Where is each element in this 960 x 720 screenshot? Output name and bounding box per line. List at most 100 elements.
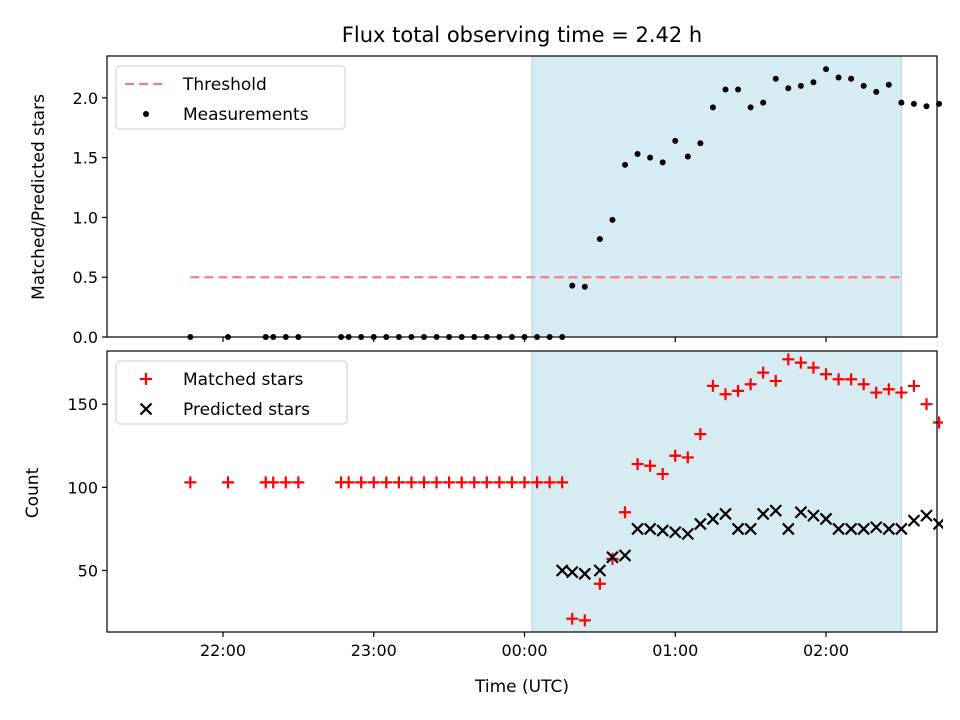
measurements-point [747,104,754,111]
matched-stars-point [820,368,832,381]
matched-stars-point [681,451,694,464]
matched-stars-point [946,445,958,457]
predicted-stars-point [555,564,569,577]
matched-stars-point [606,552,619,565]
measurements-point [835,74,842,81]
bottom-y-tick-label: 150 [67,395,98,414]
predicted-stars-point [731,522,745,536]
measurements-point [898,99,905,106]
predicted-stars-point [618,549,632,562]
top-shaded-region [531,55,902,338]
top-y-tick-label: 1.5 [73,149,98,168]
measurements-point [772,75,779,82]
top-axes-frame [106,55,938,338]
predicted-stars-point [668,525,682,539]
bottom-y-axis-label: Count [23,467,43,518]
matched-stars-point [578,614,591,627]
predicted-stars-point [932,517,943,531]
matched-stars-point [782,353,795,366]
measurements-point [910,100,917,107]
matched-stars-point [222,476,235,489]
matched-stars-point [279,476,292,489]
predicted-stars-legend-label: Predicted stars [183,400,310,420]
measurements-point [659,159,666,166]
measurements-point [697,140,704,147]
matched-stars-point [380,476,393,489]
matched-stars-point [267,476,280,489]
measurements-point [684,153,691,160]
bottom-panel: 50 100 150 22:00 23:00 00:00 01:00 02:00 Matched… [67,350,958,660]
matched-stars-point [468,476,481,489]
matched-stars-point [619,506,631,519]
matched-stars-legend-marker [140,373,152,385]
matched-stars-point [631,458,644,471]
bottom-axes-frame [106,350,938,633]
matched-stars-point [870,386,883,399]
measurements-point [949,102,955,108]
matched-stars-point [543,476,556,489]
predicted-stars-point [565,565,579,579]
matched-stars-point [184,476,197,489]
predicted-stars-point [782,522,795,536]
matched-stars-point [694,428,707,441]
top-legend-box [115,65,346,130]
threshold-legend-label: Threshold [182,75,267,95]
predicted-stars-point [681,527,695,541]
matched-stars-point [392,476,405,489]
matched-stars-point [706,379,719,392]
matched-stars-point [757,366,770,379]
matched-stars-point [355,476,368,489]
predicted-stars-point [578,567,592,581]
matched-stars-point [744,378,757,391]
predicted-stars-point [844,522,858,536]
measurements-point [885,81,892,88]
measurements-point [609,216,616,223]
matched-stars-point [418,476,430,489]
predicted-stars-point [656,524,669,537]
matched-stars-point [480,476,493,489]
measurements-point [672,137,679,144]
matched-stars-point [593,577,606,590]
predicted-stars-point [719,507,732,521]
predicted-stars-legend-marker [139,402,153,416]
top-y-tick-label: 1.0 [73,208,98,227]
matched-stars-point [669,449,682,462]
top-y-axis-label: Matched/Predicted stars [29,94,49,300]
predicted-stars-point [706,512,720,526]
top-panel: 0.0 0.5 1.0 1.5 2.0 Threshold Measurements [73,55,955,347]
bottom-y-tick-label: 50 [78,561,98,580]
matched-stars-point [832,373,845,386]
matched-stars-point [845,373,858,386]
matched-stars-point [455,476,468,489]
matched-stars-point [405,476,418,489]
x-tick-label: 22:00 [200,641,246,660]
predicted-stars-point [593,564,607,577]
predicted-stars-point [895,522,908,536]
measurements-point [709,104,716,111]
top-legend: Threshold Measurements [115,65,346,130]
bottom-legend-box [115,360,348,425]
predicted-stars-point [857,522,870,536]
matched-stars-point [493,476,506,489]
measurements-legend-label: Measurements [183,105,309,125]
measurements-point [760,99,767,106]
matched-stars-point [556,476,569,489]
measurements-point [848,75,855,82]
matched-stars-point [732,384,745,397]
top-y-tick-label: 2.0 [73,89,98,108]
matched-stars-legend-label: Matched stars [183,370,303,390]
matched-stars-point [292,476,305,489]
top-y-tick-label: 0.5 [73,268,98,287]
predicted-stars-point [946,532,957,543]
matched-stars-point [518,476,531,489]
measurements-point [923,103,930,110]
matched-stars-point [882,383,895,396]
matched-stars-point [769,374,782,387]
measurements-point [569,282,576,289]
matched-stars-point [933,416,943,429]
chart-title: Flux total observing time = 2.42 h [342,23,702,47]
predicted-stars-point [606,550,619,564]
predicted-stars-point [920,509,933,522]
measurements-point [797,82,804,89]
